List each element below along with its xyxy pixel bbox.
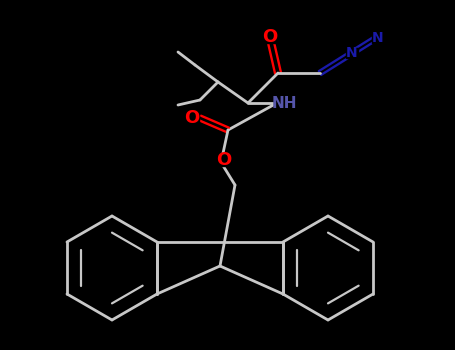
Bar [217, 154, 231, 166]
Bar [274, 97, 294, 109]
Bar [185, 112, 199, 124]
Text: N: N [372, 31, 384, 45]
Text: O: O [263, 28, 278, 46]
Text: O: O [184, 109, 200, 127]
Text: O: O [217, 151, 232, 169]
Text: NH: NH [271, 96, 297, 111]
Bar [372, 33, 384, 43]
Bar [263, 31, 277, 43]
Text: N: N [346, 46, 358, 60]
Bar [346, 48, 358, 58]
